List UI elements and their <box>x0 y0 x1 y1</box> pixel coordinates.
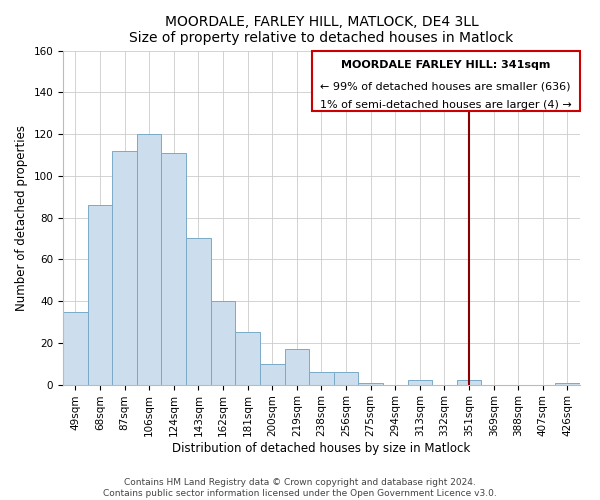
FancyBboxPatch shape <box>311 50 580 111</box>
Bar <box>334 372 358 384</box>
Y-axis label: Number of detached properties: Number of detached properties <box>15 124 28 310</box>
Bar <box>457 380 481 384</box>
Bar <box>284 349 309 384</box>
Bar <box>260 364 284 384</box>
Bar <box>161 153 186 384</box>
Text: ← 99% of detached houses are smaller (636): ← 99% of detached houses are smaller (63… <box>320 81 571 91</box>
Bar <box>358 382 383 384</box>
Bar <box>235 332 260 384</box>
Bar <box>407 380 432 384</box>
Bar <box>63 312 88 384</box>
X-axis label: Distribution of detached houses by size in Matlock: Distribution of detached houses by size … <box>172 442 470 455</box>
Bar <box>137 134 161 384</box>
Title: MOORDALE, FARLEY HILL, MATLOCK, DE4 3LL
Size of property relative to detached ho: MOORDALE, FARLEY HILL, MATLOCK, DE4 3LL … <box>129 15 514 45</box>
Bar <box>112 151 137 384</box>
Bar <box>88 205 112 384</box>
Bar <box>211 301 235 384</box>
Bar <box>555 382 580 384</box>
Text: 1% of semi-detached houses are larger (4) →: 1% of semi-detached houses are larger (4… <box>320 100 572 110</box>
Bar <box>309 372 334 384</box>
Text: MOORDALE FARLEY HILL: 341sqm: MOORDALE FARLEY HILL: 341sqm <box>341 60 550 70</box>
Bar <box>186 238 211 384</box>
Text: Contains HM Land Registry data © Crown copyright and database right 2024.
Contai: Contains HM Land Registry data © Crown c… <box>103 478 497 498</box>
